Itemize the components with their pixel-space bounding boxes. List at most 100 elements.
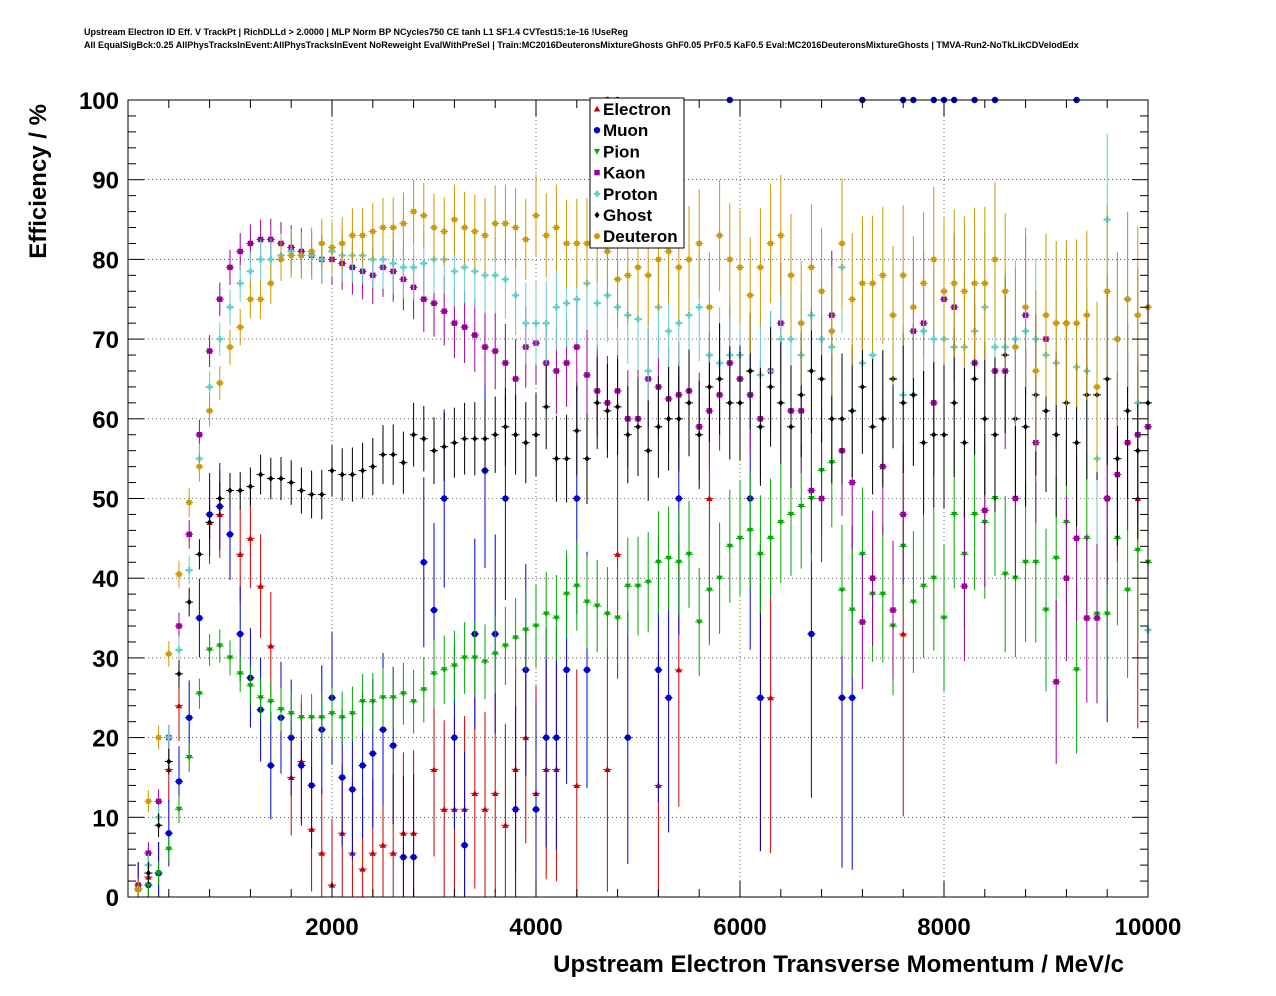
data-point-deuteron xyxy=(318,240,325,247)
data-point-kaon xyxy=(176,623,182,629)
data-point-electron xyxy=(471,790,478,796)
data-point-ghost xyxy=(145,869,151,877)
data-point-deuteron xyxy=(889,311,897,319)
legend-marker-proton xyxy=(593,190,601,197)
data-point-kaon xyxy=(890,607,896,613)
data-point-pion xyxy=(1053,555,1060,562)
data-point-electron xyxy=(502,822,509,828)
series-pion xyxy=(134,398,1152,897)
data-point-pion xyxy=(196,691,203,697)
data-point-proton xyxy=(165,734,172,741)
data-point-ghost xyxy=(451,439,457,446)
data-point-deuteron xyxy=(675,264,682,271)
data-point-pion xyxy=(308,715,315,721)
data-point-deuteron xyxy=(838,240,846,247)
data-point-pion xyxy=(604,611,611,618)
data-point-pion xyxy=(1022,559,1029,566)
data-point-kaon xyxy=(961,583,968,589)
data-point-pion xyxy=(573,583,580,590)
data-point-muon xyxy=(349,786,356,793)
data-point-kaon xyxy=(155,798,162,805)
data-point-deuteron xyxy=(502,220,509,227)
data-point-ghost xyxy=(513,431,519,438)
data-point-ghost xyxy=(268,475,274,482)
data-point-deuteron xyxy=(859,280,866,287)
data-point-proton xyxy=(563,300,570,307)
data-point-pion xyxy=(838,587,846,594)
data-point-pion xyxy=(471,655,478,662)
data-point-pion xyxy=(594,603,601,610)
data-point-kaon xyxy=(859,619,866,625)
data-point-electron xyxy=(369,849,376,856)
data-point-ghost xyxy=(808,367,814,375)
data-point-ghost xyxy=(462,435,468,442)
data-point-pion xyxy=(481,659,489,666)
data-point-deuteron xyxy=(624,272,631,279)
data-point-deuteron xyxy=(186,499,193,506)
data-point-pion xyxy=(1104,611,1111,618)
data-point-ghost xyxy=(421,435,427,442)
data-point-proton xyxy=(461,264,468,271)
data-point-ghost xyxy=(370,463,376,470)
series-kaon xyxy=(134,218,1152,896)
data-point-ghost xyxy=(839,415,845,422)
data-point-pion xyxy=(726,543,733,550)
data-point-deuteron xyxy=(787,272,795,279)
legend-label-ghost: Ghost xyxy=(603,206,652,225)
data-point-deuteron xyxy=(298,252,305,259)
data-point-ghost xyxy=(156,822,162,829)
data-point-proton xyxy=(522,319,529,327)
data-point-muon xyxy=(665,694,672,701)
data-point-ghost xyxy=(615,403,621,411)
data-point-muon xyxy=(400,853,407,861)
data-point-muon xyxy=(512,806,519,813)
data-point-muon xyxy=(288,734,295,741)
data-point-kaon xyxy=(1094,615,1100,621)
data-point-ghost xyxy=(247,483,253,490)
data-point-pion xyxy=(655,559,662,566)
data-point-pion xyxy=(757,551,764,558)
data-point-deuteron xyxy=(430,224,438,231)
data-point-pion xyxy=(1124,587,1131,594)
data-point-proton xyxy=(543,319,550,327)
data-point-pion xyxy=(318,715,325,721)
data-point-pion xyxy=(379,695,387,701)
data-point-muon xyxy=(165,830,172,837)
y-tick-label: 90 xyxy=(92,168,119,195)
data-point-deuteron xyxy=(798,319,805,327)
data-point-electron xyxy=(614,551,621,557)
data-point-ghost xyxy=(584,455,590,462)
data-point-deuteron xyxy=(706,304,713,311)
data-point-pion xyxy=(175,806,183,813)
y-tick-label: 20 xyxy=(92,726,119,753)
data-point-ghost xyxy=(482,435,488,442)
data-point-proton xyxy=(532,319,540,327)
data-point-proton xyxy=(206,383,213,391)
data-point-proton xyxy=(502,276,509,283)
data-point-kaon xyxy=(808,487,815,494)
data-point-pion xyxy=(1134,547,1141,554)
data-point-muon xyxy=(757,694,764,701)
data-point-deuteron xyxy=(1093,383,1101,391)
data-point-ghost xyxy=(574,427,580,434)
data-point-proton xyxy=(481,272,489,279)
data-point-pion xyxy=(849,607,856,614)
data-point-deuteron xyxy=(726,256,733,263)
data-point-pion xyxy=(165,846,172,853)
data-point-deuteron xyxy=(1124,296,1131,303)
data-point-proton xyxy=(175,646,183,654)
data-point-deuteron xyxy=(951,280,958,287)
data-point-kaon xyxy=(574,344,580,350)
data-point-pion xyxy=(522,627,529,634)
data-point-muon xyxy=(563,666,570,674)
data-point-deuteron xyxy=(145,798,152,805)
data-point-deuteron xyxy=(818,288,825,295)
data-point-proton xyxy=(410,264,417,271)
data-point-muon xyxy=(430,606,438,614)
data-point-pion xyxy=(502,643,509,650)
data-point-ghost xyxy=(666,415,672,422)
axis-layer: 2000 4000 6000 8000 10000 0 10 20 30 40 50 60 70 80 90… xyxy=(79,88,1181,941)
data-point-ghost xyxy=(778,399,784,407)
data-point-proton xyxy=(492,272,499,279)
data-point-proton xyxy=(226,304,234,311)
